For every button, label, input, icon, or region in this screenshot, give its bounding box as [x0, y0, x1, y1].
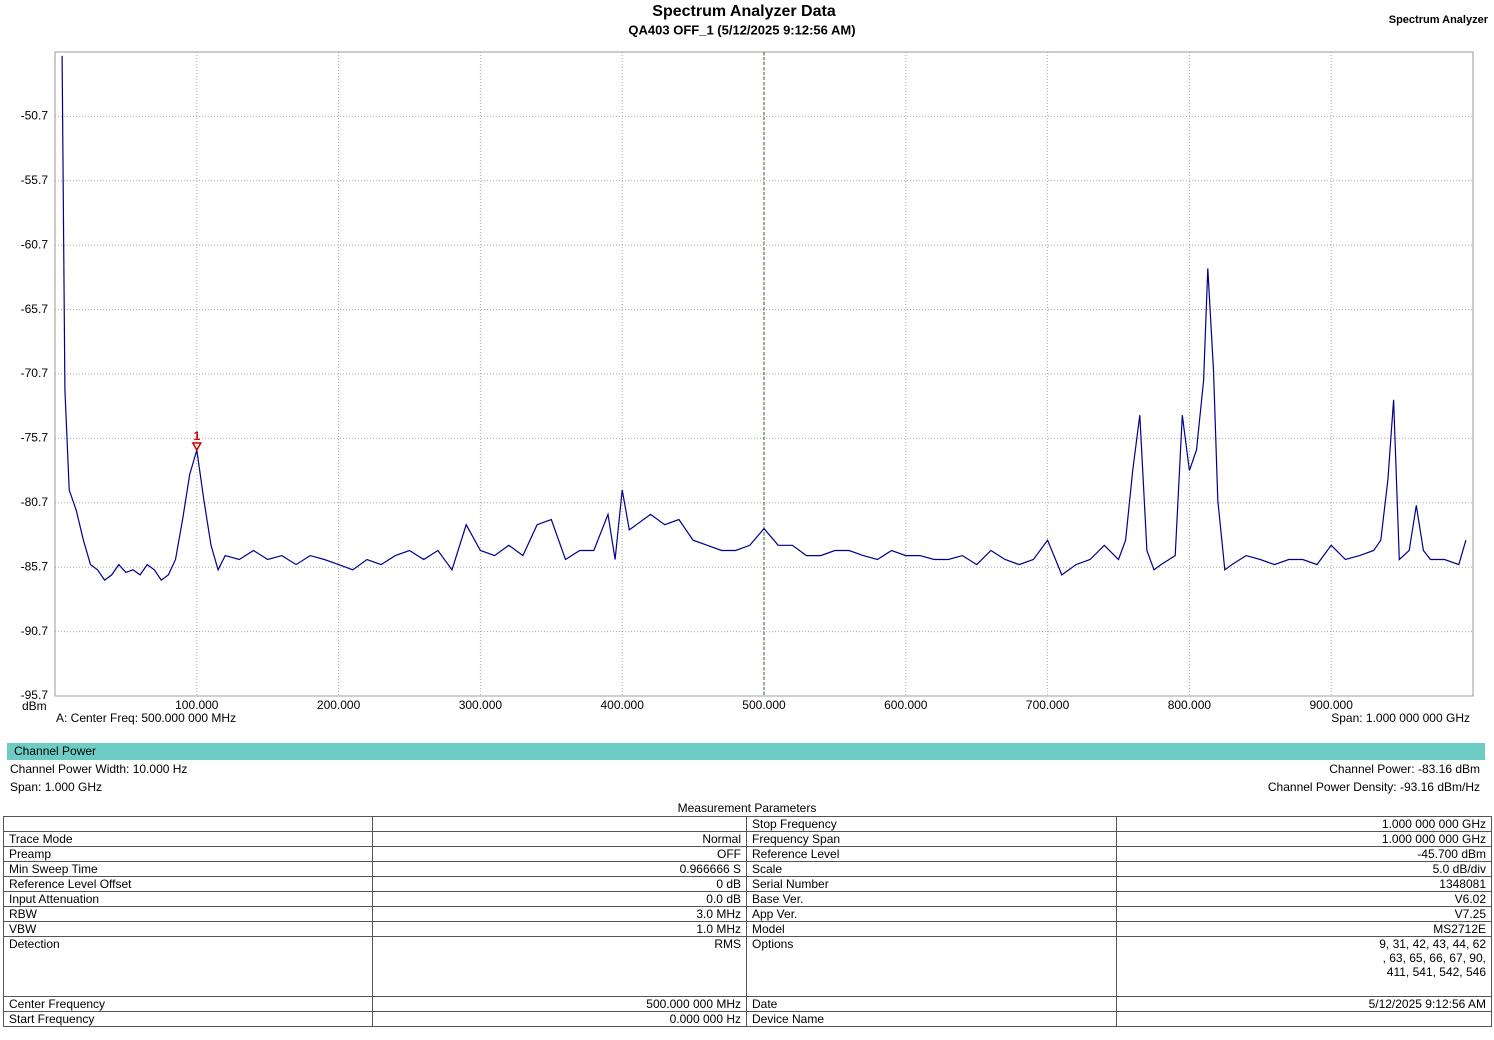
table-cell: Start Frequency	[3, 1011, 373, 1027]
table-row: Stop Frequency 1.000 000 000 GHz	[3, 816, 1492, 832]
x-tick-label: 800.000	[1168, 698, 1212, 712]
y-tick-label: -95.7	[21, 688, 49, 702]
channel-power-span: Span: 1.000 GHz	[10, 780, 103, 794]
x-tick-label: 500.000	[742, 698, 786, 712]
y-tick-label: -55.7	[21, 173, 49, 187]
table-cell: 9, 31, 42, 43, 44, 62, 63, 65, 66, 67, 9…	[1116, 936, 1492, 997]
center-freq-label: A: Center Freq: 500.000 000 MHz	[56, 711, 236, 725]
table-cell: Date	[746, 996, 1117, 1012]
table-cell: Options	[746, 936, 1117, 997]
table-cell: V7.25	[1116, 906, 1492, 922]
table-cell: RMS	[372, 936, 747, 997]
table-row: Preamp OFF Reference Level -45.700 dBm	[3, 846, 1492, 862]
table-cell: 0.966666 S	[372, 861, 747, 877]
channel-power-density: Channel Power Density: -93.16 dBm/Hz	[1267, 780, 1480, 794]
table-cell: Frequency Span	[746, 831, 1117, 847]
table-row: RBW 3.0 MHz App Ver. V7.25	[3, 906, 1492, 922]
x-tick-label: 900.000	[1310, 698, 1354, 712]
y-tick-label: -70.7	[21, 366, 49, 380]
y-tick-label: -90.7	[21, 624, 49, 638]
x-tick-label: 200.000	[317, 698, 361, 712]
table-cell: 1.000 000 000 GHz	[1116, 816, 1492, 832]
marker-label: 1	[193, 429, 200, 443]
channel-power-title: Channel Power	[14, 744, 97, 758]
table-cell: MS2712E	[1116, 921, 1492, 937]
table-cell: RBW	[3, 906, 373, 922]
table-row: Start Frequency 0.000 000 Hz Device Name	[3, 1011, 1492, 1027]
table-cell: 0.000 000 Hz	[372, 1011, 747, 1027]
table-cell: Scale	[746, 861, 1117, 877]
chart-subtitle: QA403 OFF_1 (5/12/2025 9:12:56 AM)	[628, 22, 855, 37]
table-cell: 1.000 000 000 GHz	[1116, 831, 1492, 847]
table-cell: App Ver.	[746, 906, 1117, 922]
table-cell: Preamp	[3, 846, 373, 862]
table-cell: VBW	[3, 921, 373, 937]
table-cell: 1348081	[1116, 876, 1492, 892]
table-cell: Device Name	[746, 1011, 1117, 1027]
table-row: VBW 1.0 MHz Model MS2712E	[3, 921, 1492, 937]
table-cell	[3, 816, 373, 832]
table-cell: 0 dB	[372, 876, 747, 892]
chart: Spectrum Analyzer Data QA403 OFF_1 (5/12…	[21, 3, 1489, 725]
table-row: Trace Mode Normal Frequency Span 1.000 000 …	[3, 831, 1492, 847]
table-cell: Center Frequency	[3, 996, 373, 1012]
table-row: Min Sweep Time 0.966666 S Scale 5.0 dB/div	[3, 861, 1492, 877]
channel-power-width: Channel Power Width: 10.000 Hz	[10, 762, 188, 776]
cell-line: 411, 541, 542, 546	[1386, 965, 1486, 979]
brand: Spectrum Analyzer	[1389, 14, 1489, 26]
table-cell: Detection	[3, 936, 373, 997]
table-row: Detection RMS Options 9, 31, 42, 43, 44, 62…	[3, 936, 1492, 997]
table-cell: Input Attenuation	[3, 891, 373, 907]
table-cell: Reference Level Offset	[3, 876, 373, 892]
x-tick-label: 700.000	[1026, 698, 1070, 712]
table-cell	[372, 816, 747, 832]
x-tick-label: 400.000	[601, 698, 645, 712]
cell-line: , 63, 65, 66, 67, 90,	[1382, 951, 1486, 965]
cell-line: 9, 31, 42, 43, 44, 62	[1379, 937, 1486, 952]
y-tick-label: -60.7	[21, 237, 49, 251]
channel-power-bar: Channel Power	[7, 743, 1485, 760]
channel-power-value: Channel Power: -83.16 dBm	[1329, 762, 1480, 776]
y-tick-label: -75.7	[21, 431, 49, 445]
y-tick-label: -85.7	[21, 559, 49, 573]
table-row: Center Frequency 500.000 000 MHz Date 5/12/…	[3, 996, 1492, 1012]
table-cell: Serial Number	[746, 876, 1117, 892]
table-row: Reference Level Offset 0 dB Serial Number 1…	[3, 876, 1492, 892]
table-cell: Normal	[372, 831, 747, 847]
table-cell: 500.000 000 MHz	[372, 996, 747, 1012]
table-cell: Trace Mode	[3, 831, 373, 847]
table-cell: V6.02	[1116, 891, 1492, 907]
y-tick-label: -80.7	[21, 495, 49, 509]
table-cell: OFF	[372, 846, 747, 862]
chart-title: Spectrum Analyzer Data	[652, 3, 836, 20]
x-tick-label: 600.000	[884, 698, 928, 712]
table-cell: 5.0 dB/div	[1116, 861, 1492, 877]
y-axis-label: dBm	[22, 699, 47, 713]
measurement-table: Stop Frequency 1.000 000 000 GHz Trace Mod…	[3, 816, 1492, 1027]
table-cell: 5/12/2025 9:12:56 AM	[1116, 996, 1492, 1012]
table-cell: Reference Level	[746, 846, 1117, 862]
marker	[191, 442, 203, 452]
span-label: Span: 1.000 000 000 GHz	[1331, 711, 1470, 725]
table-cell: 3.0 MHz	[372, 906, 747, 922]
table-cell: Min Sweep Time	[3, 861, 373, 877]
measurement-title: Measurement Parameters	[677, 801, 817, 815]
table-cell: Base Ver.	[746, 891, 1117, 907]
trace	[61, 55, 1467, 581]
x-tick-label: 100.000	[175, 698, 219, 712]
x-tick-label: 300.000	[459, 698, 503, 712]
table-row: Input Attenuation 0.0 dB Base Ver. V6.02	[3, 891, 1492, 907]
table-cell: 1.0 MHz	[372, 921, 747, 937]
table-cell: Model	[746, 921, 1117, 937]
table-cell: Stop Frequency	[746, 816, 1117, 832]
table-cell: -45.700 dBm	[1116, 846, 1492, 862]
table-cell	[1116, 1011, 1492, 1027]
y-tick-label: -65.7	[21, 302, 49, 316]
table-cell: 0.0 dB	[372, 891, 747, 907]
y-tick-label: -50.7	[21, 109, 49, 123]
